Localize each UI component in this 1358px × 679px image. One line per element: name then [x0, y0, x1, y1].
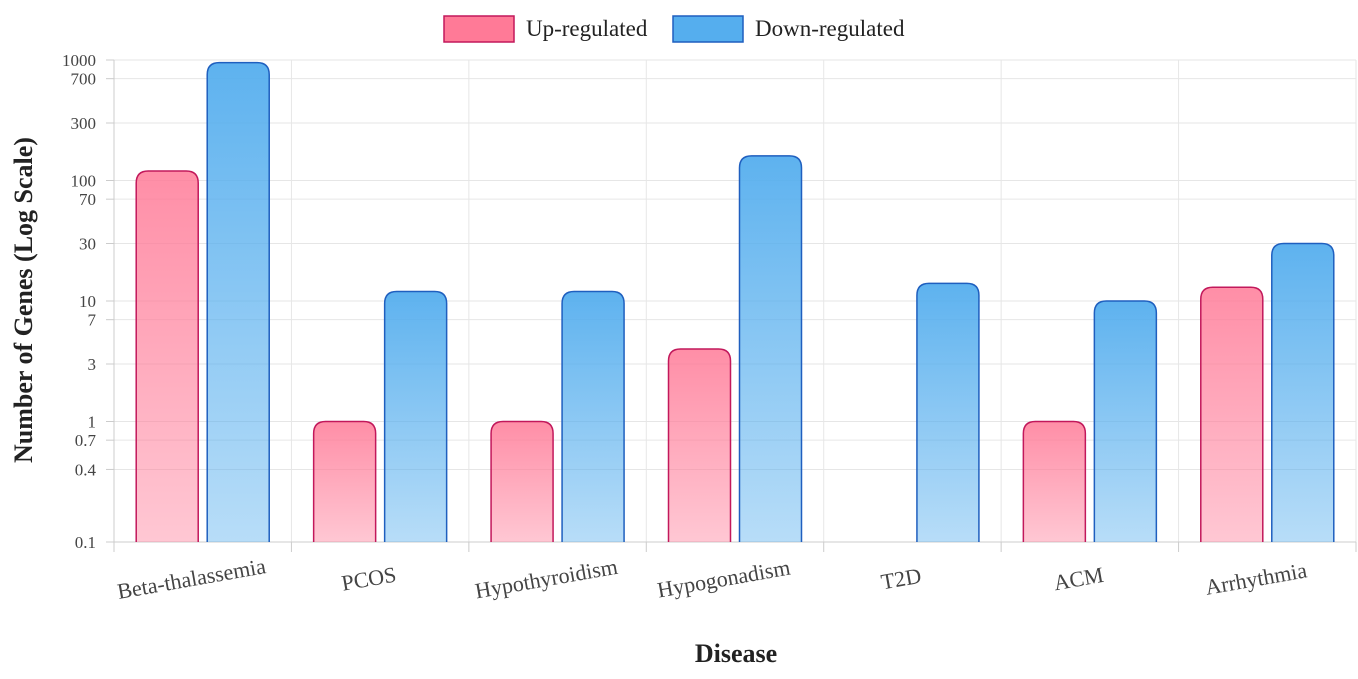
y-tick-label: 700: [71, 70, 97, 89]
bar-up-acm[interactable]: [1022, 420, 1087, 543]
x-tick-label: Hypogonadism: [655, 555, 792, 603]
bar-down-pcos[interactable]: [383, 290, 448, 542]
y-tick-label: 0.7: [75, 431, 97, 450]
grid: [113, 59, 1357, 543]
y-tick-label: 0.1: [75, 533, 96, 552]
legend: Up-regulated Down-regulated: [443, 15, 905, 43]
y-tick-label: 30: [79, 235, 96, 254]
x-axis-title: Disease: [695, 639, 777, 668]
x-tick-label: ACM: [1052, 562, 1106, 595]
y-tick-label: 3: [88, 355, 97, 374]
bar-down-acm[interactable]: [1093, 300, 1158, 542]
x-tick-label: Beta-thalassemia: [115, 553, 268, 604]
legend-swatch-up[interactable]: [443, 15, 515, 43]
y-tick-label: 10: [79, 292, 96, 311]
y-tick-label: 1000: [62, 51, 96, 70]
bar-up-beta-thalassemia[interactable]: [135, 170, 199, 542]
legend-swatch-down[interactable]: [672, 15, 744, 43]
y-tick-label: 1: [88, 413, 97, 432]
y-tick-label: 100: [71, 172, 97, 191]
legend-label-down[interactable]: Down-regulated: [755, 16, 905, 41]
x-tick-label: T2D: [879, 563, 923, 595]
bar-up-arrhythmia[interactable]: [1200, 286, 1264, 542]
y-axis-title: Number of Genes (Log Scale): [9, 137, 38, 463]
y-tick-label: 0.4: [75, 460, 97, 479]
bar-down-hypogonadism[interactable]: [738, 155, 803, 542]
bar-down-hypothyroidism[interactable]: [561, 290, 625, 542]
bar-down-beta-thalassemia[interactable]: [206, 61, 270, 542]
x-tick-label: PCOS: [340, 562, 399, 596]
bar-up-pcos[interactable]: [312, 420, 377, 543]
bar-down-t2d[interactable]: [916, 282, 980, 542]
bars: [135, 61, 1335, 543]
x-tick-label: Hypothyroidism: [473, 554, 619, 604]
bar-up-hypogonadism[interactable]: [667, 348, 732, 542]
y-tick-label: 70: [79, 190, 96, 209]
bar-up-hypothyroidism[interactable]: [490, 420, 554, 543]
legend-label-up[interactable]: Up-regulated: [526, 16, 648, 41]
y-tick-label: 300: [71, 114, 97, 133]
bar-down-arrhythmia[interactable]: [1271, 242, 1335, 542]
y-tick-label: 7: [88, 311, 97, 330]
category-labels: Beta-thalassemia PCOS Hypothyroidism Hypogo…: [115, 553, 1309, 604]
x-tick-label: Arrhythmia: [1203, 557, 1309, 599]
